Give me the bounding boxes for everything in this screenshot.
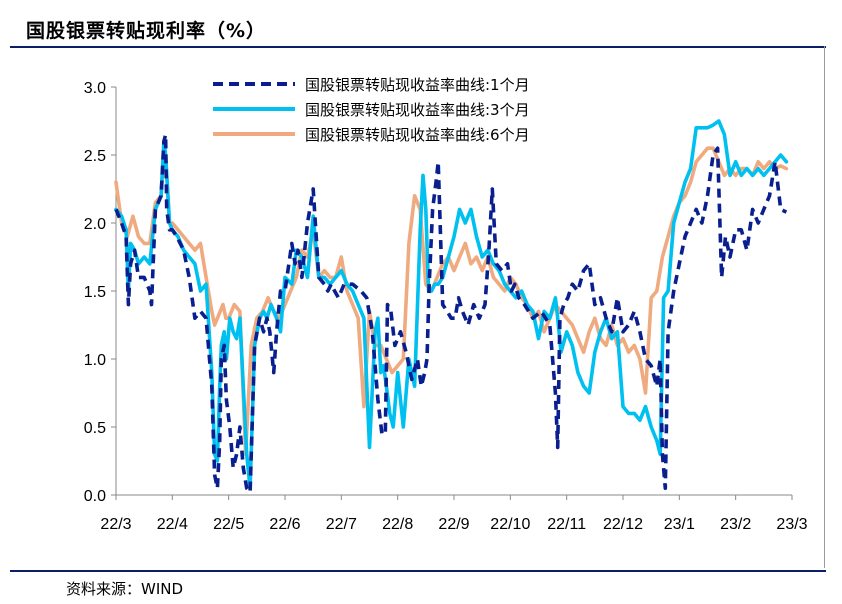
x-tick-label: 22/6	[269, 516, 300, 533]
x-tick-label: 22/10	[490, 516, 530, 533]
chart-frame: 国股银票转贴现利率（%） 资料来源：WIND	[10, 8, 826, 598]
series-line-3m	[114, 119, 789, 490]
x-tick-label: 23/2	[720, 516, 751, 533]
footer-bar: 资料来源：WIND	[10, 570, 826, 598]
legend-label: 国股银票转贴现收益率曲线:3个月	[305, 101, 530, 119]
x-tick-label: 22/5	[213, 516, 244, 533]
legend-label: 国股银票转贴现收益率曲线:1个月	[305, 76, 530, 94]
x-tick-label: 23/1	[664, 516, 695, 533]
x-tick-label: 22/12	[603, 516, 643, 533]
y-tick-label: 2.0	[84, 216, 106, 233]
chart-title: 国股银票转贴现利率（%）	[26, 20, 267, 42]
series-line-6m	[114, 146, 789, 456]
plot-box	[10, 46, 825, 568]
legend-label: 国股银票转贴现收益率曲线:6个月	[305, 126, 530, 144]
y-tick-label: 1.5	[84, 284, 106, 301]
x-tick-label: 22/8	[382, 516, 413, 533]
x-tick-label: 22/3	[100, 516, 131, 533]
x-tick-label: 22/7	[326, 516, 357, 533]
x-tick-label: 22/9	[438, 516, 469, 533]
x-tick-label: 22/11	[547, 516, 586, 533]
y-tick-label: 0.0	[84, 488, 106, 505]
y-tick-label: 3.0	[84, 80, 106, 97]
series-line-1m	[114, 132, 788, 495]
y-tick-label: 1.0	[84, 352, 106, 369]
y-tick-label: 2.5	[84, 148, 106, 165]
x-tick-label: 22/4	[157, 516, 188, 533]
y-tick-label: 0.5	[84, 420, 106, 437]
source-note: 资料来源：WIND	[66, 580, 184, 598]
x-tick-label: 23/3	[776, 516, 807, 533]
title-bar: 国股银票转贴现利率（%）	[10, 8, 826, 48]
